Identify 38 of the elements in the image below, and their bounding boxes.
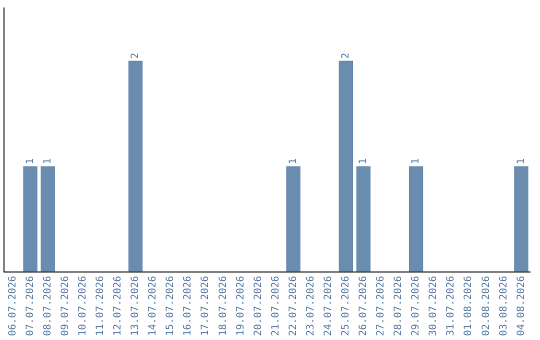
x-tick-label: 24.07.2026 [322,276,334,336]
x-tick-label: 27.07.2026 [376,276,387,336]
data-label: 1 [24,158,36,164]
x-tick-label: 03.08.2026 [498,276,510,336]
x-tick-label: 25.07.2026 [340,276,352,336]
data-label: 1 [288,158,299,164]
data-label: 2 [340,52,352,59]
x-tick-label: 02.08.2026 [480,276,492,336]
x-tick-label: 29.07.2026 [410,276,422,336]
x-tick-label: 17.07.2026 [200,276,212,336]
x-tick-label: 26.07.2026 [358,276,370,336]
x-tick-label: 04.08.2026 [516,276,527,336]
x-tick-label: 16.07.2026 [182,276,194,336]
x-tick-label: 21.07.2026 [270,276,282,336]
x-tick-label: 07.07.2026 [24,276,36,336]
x-tick-label: 12.07.2026 [112,276,124,336]
x-tick-label: 20.07.2026 [252,276,264,336]
x-tick-label: 15.07.2026 [165,276,176,336]
x-tick-label: 11.07.2026 [95,276,106,336]
x-tick-label: 23.07.2026 [305,276,316,336]
data-label: 2 [130,52,142,59]
x-tick-label: 22.07.2026 [288,276,299,336]
data-label: 1 [358,158,370,164]
x-tick-label: 28.07.2026 [393,276,404,336]
x-tick-label: 08.07.2026 [42,276,54,336]
data-label: 1 [410,158,422,164]
x-tick-label: 09.07.2026 [60,276,71,336]
x-tick-label: 10.07.2026 [77,276,88,336]
x-tick-label: 18.07.2026 [218,276,229,336]
x-tick-label: 13.07.2026 [130,276,142,336]
x-tick-label: 06.07.2026 [7,276,18,336]
x-tick-label: 19.07.2026 [235,276,246,336]
x-tick-label: 30.07.2026 [428,276,440,336]
data-label: 1 [516,158,527,164]
x-tick-label: 31.07.2026 [446,276,457,336]
x-tick-label: 01.08.2026 [463,276,474,336]
x-tick-label: 14.07.2026 [148,276,159,336]
data-label: 1 [42,158,54,164]
